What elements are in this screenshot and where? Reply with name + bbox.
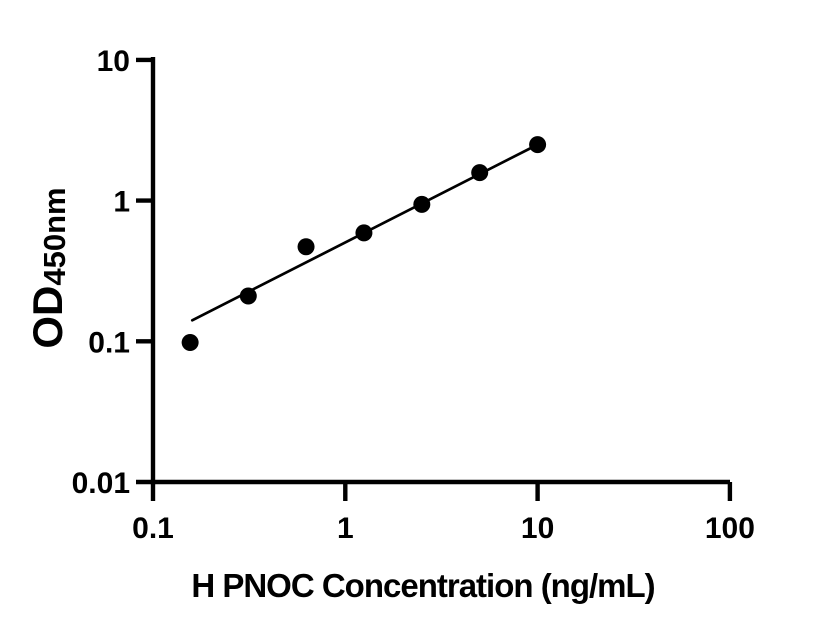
y-tick-label: 10 (97, 45, 130, 78)
data-point (239, 287, 257, 305)
x-axis-title: H PNOC Concentration (ng/mL) (191, 567, 654, 604)
y-tick-label: 0.01 (72, 467, 130, 500)
x-tick-label: 1 (337, 512, 354, 545)
x-tick-label: 10 (521, 512, 554, 545)
data-point (181, 334, 199, 352)
data-point (355, 224, 373, 242)
y-tick-label: 0.1 (88, 326, 130, 359)
y-axis-title-sub: 450nm (37, 187, 72, 285)
data-point (297, 238, 315, 256)
x-tick-label: 100 (705, 512, 755, 545)
data-point (413, 195, 431, 213)
x-tick-label: 0.1 (132, 512, 174, 545)
y-tick-label: 1 (113, 186, 130, 219)
y-axis-title: OD450nm (24, 187, 72, 348)
data-point (529, 136, 547, 154)
y-axis-title-main: OD (24, 286, 71, 349)
data-point (471, 164, 489, 182)
